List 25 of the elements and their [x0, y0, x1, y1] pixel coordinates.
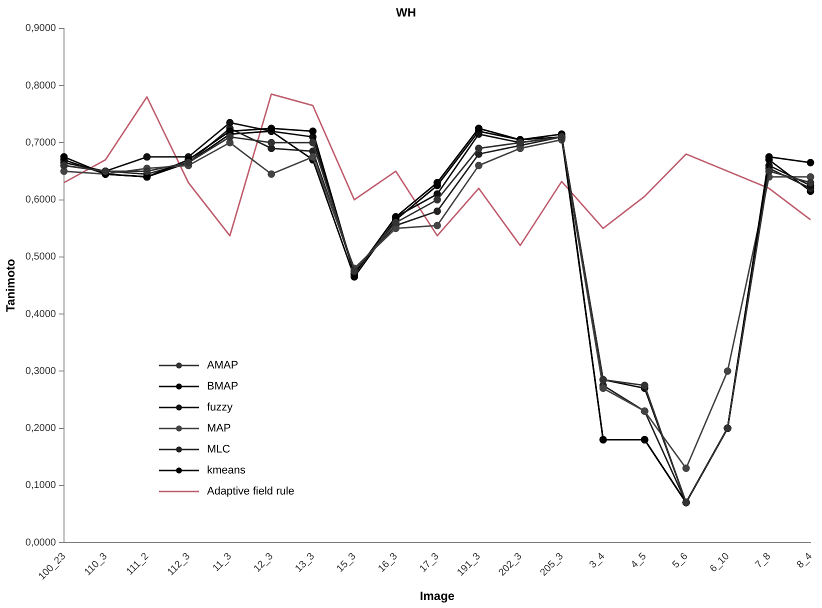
legend-label: MLC: [206, 444, 230, 456]
y-tick-label: 0,9000: [25, 23, 56, 34]
legend-label: Adaptive field rule: [206, 486, 294, 498]
y-axis-title: Tanimoto: [4, 258, 18, 312]
y-tick-label: 0,8000: [25, 80, 56, 92]
y-tick-label: 0,4000: [25, 308, 56, 320]
legend-label: fuzzy: [206, 402, 234, 414]
y-tick-label: 0,6000: [25, 194, 56, 206]
legend-label: BMAP: [206, 380, 238, 393]
legend-label: MAP: [206, 422, 231, 435]
x-tick-label: 5_6: [670, 550, 690, 571]
y-tick-label: 0,2000: [25, 423, 56, 434]
legend-label: kmeans: [206, 464, 246, 477]
y-tick-label: 0,3000: [25, 366, 56, 377]
x-tick-label: 3_4: [588, 550, 608, 571]
y-tick-label: 0,0000: [25, 537, 56, 548]
x-tick-label: 4_5: [629, 550, 649, 571]
y-tick-label: 0,1000: [25, 480, 56, 492]
y-tick-label: 0,7000: [25, 137, 56, 148]
x-tick-label: 7_8: [754, 550, 774, 571]
x-tick-label: 8_4: [795, 550, 815, 571]
y-tick-label: 0,5000: [25, 252, 56, 263]
x-axis-title: Image: [420, 589, 455, 604]
legend-label: AMAP: [206, 360, 238, 372]
chart-title: WH: [396, 6, 416, 20]
